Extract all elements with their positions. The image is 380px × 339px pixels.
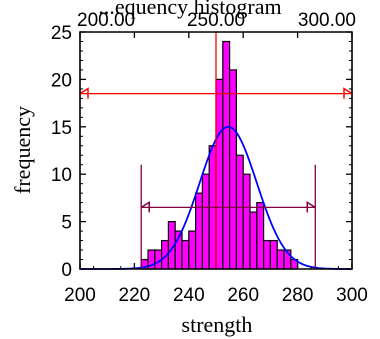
x-tick-label: 220 [119, 285, 151, 306]
histogram-bar [215, 78, 224, 270]
top-axis: 200.00 250.00 300.00 [77, 10, 356, 31]
y-tick-label: 20 [51, 70, 72, 91]
y-tick-label: 10 [51, 165, 72, 186]
histogram-bar [263, 239, 272, 270]
histogram-bar [256, 202, 265, 270]
process-arrow-right-head [306, 201, 316, 213]
x-tick-label: 300 [336, 285, 368, 306]
histogram-bar [229, 69, 238, 270]
top-tick-label: 250.00 [187, 10, 245, 31]
process-arrow-left-head [140, 201, 150, 213]
histogram-bar [201, 173, 210, 270]
chart-title: ...equency histogram [98, 0, 281, 19]
x-tick-label: 240 [173, 285, 205, 306]
histogram-bar [188, 230, 197, 270]
histogram-bar [269, 239, 278, 270]
histogram-bar [235, 154, 244, 270]
histogram-bar [249, 211, 258, 270]
plot-frame [79, 31, 353, 270]
histogram-bar [242, 173, 251, 270]
histogram-bar [195, 192, 204, 270]
axes: 200 220 240 260 280 300 0 5 10 15 20 25 [51, 23, 368, 306]
x-tick-label: 200 [64, 285, 96, 306]
y-tick-label: 0 [61, 260, 72, 281]
top-tick-label: 200.00 [77, 10, 135, 31]
spec-arrow-left-head [79, 87, 89, 99]
y-tick-label: 15 [51, 118, 72, 139]
top-tick-label: 300.00 [298, 10, 356, 31]
x-axis-title: strength [182, 312, 253, 337]
histogram-bar [276, 249, 285, 270]
plot-area [79, 32, 353, 270]
y-axis-title: frequency [10, 106, 35, 194]
spec-arrow-right-head [343, 87, 353, 99]
x-tick-label: 280 [282, 285, 314, 306]
y-tick-label: 5 [61, 213, 72, 234]
x-tick-label: 260 [227, 285, 259, 306]
y-tick-label: 25 [51, 23, 72, 44]
histogram-bar [181, 239, 190, 270]
histogram-bar [222, 40, 231, 270]
